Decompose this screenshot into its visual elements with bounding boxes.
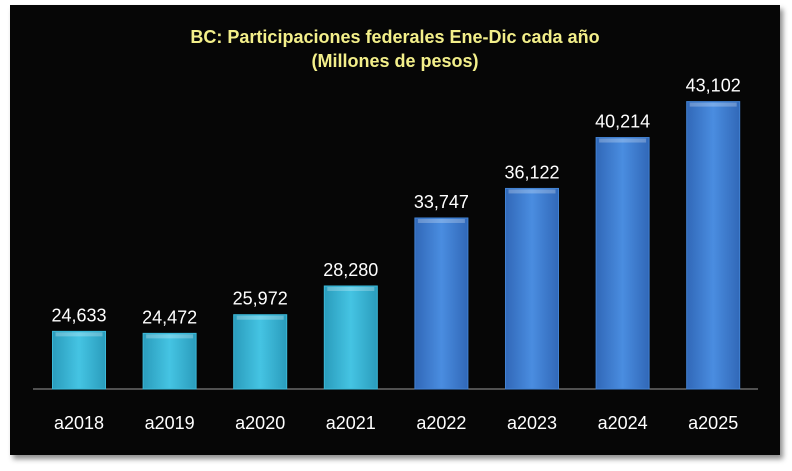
bar-a2024 — [595, 137, 650, 390]
x-tick-label: a2025 — [688, 413, 738, 433]
bar — [52, 330, 106, 390]
bar-highlight — [508, 189, 556, 194]
bar — [505, 187, 559, 390]
data-label: 24,633 — [51, 305, 106, 325]
bar-highlight — [146, 334, 194, 339]
x-tick-label: a2021 — [326, 413, 376, 433]
bar-a2022 — [414, 217, 469, 390]
bar — [595, 137, 650, 390]
data-label: 36,122 — [504, 162, 559, 182]
bar-a2023 — [505, 187, 559, 390]
data-label: 25,972 — [233, 289, 288, 309]
bar-highlight — [599, 138, 647, 143]
bar — [414, 217, 469, 390]
data-label: 40,214 — [595, 112, 650, 132]
bar — [142, 332, 197, 390]
bar-a2025 — [686, 101, 741, 390]
data-label: 33,747 — [414, 192, 469, 212]
chart-title-main: BC: Participaciones federales Ene-Dic ca… — [190, 27, 600, 47]
chart-area — [10, 5, 780, 455]
bar-highlight — [417, 218, 465, 223]
data-label: 43,102 — [686, 76, 741, 96]
x-tick-label: a2024 — [598, 413, 648, 433]
bar — [233, 314, 288, 390]
bar — [686, 101, 741, 390]
bar-a2018 — [52, 330, 106, 390]
bar-highlight — [55, 332, 103, 337]
chart-title: BC: Participaciones federales Ene-Dic ca… — [10, 25, 780, 73]
x-tick-label: a2018 — [54, 413, 104, 433]
chart-subtitle: (Millones de pesos) — [311, 51, 479, 71]
x-tick-label: a2020 — [235, 413, 285, 433]
x-tick-label: a2022 — [416, 413, 466, 433]
data-label: 24,472 — [142, 307, 197, 327]
bar-a2019 — [142, 332, 197, 390]
data-label: 28,280 — [323, 260, 378, 280]
bar-highlight — [236, 315, 284, 320]
bar-highlight — [689, 102, 737, 107]
bar-a2021 — [323, 285, 378, 390]
bar-a2020 — [233, 314, 288, 390]
bar-highlight — [327, 286, 375, 291]
x-tick-label: a2019 — [145, 413, 195, 433]
bar — [323, 285, 378, 390]
x-tick-label: a2023 — [507, 413, 557, 433]
